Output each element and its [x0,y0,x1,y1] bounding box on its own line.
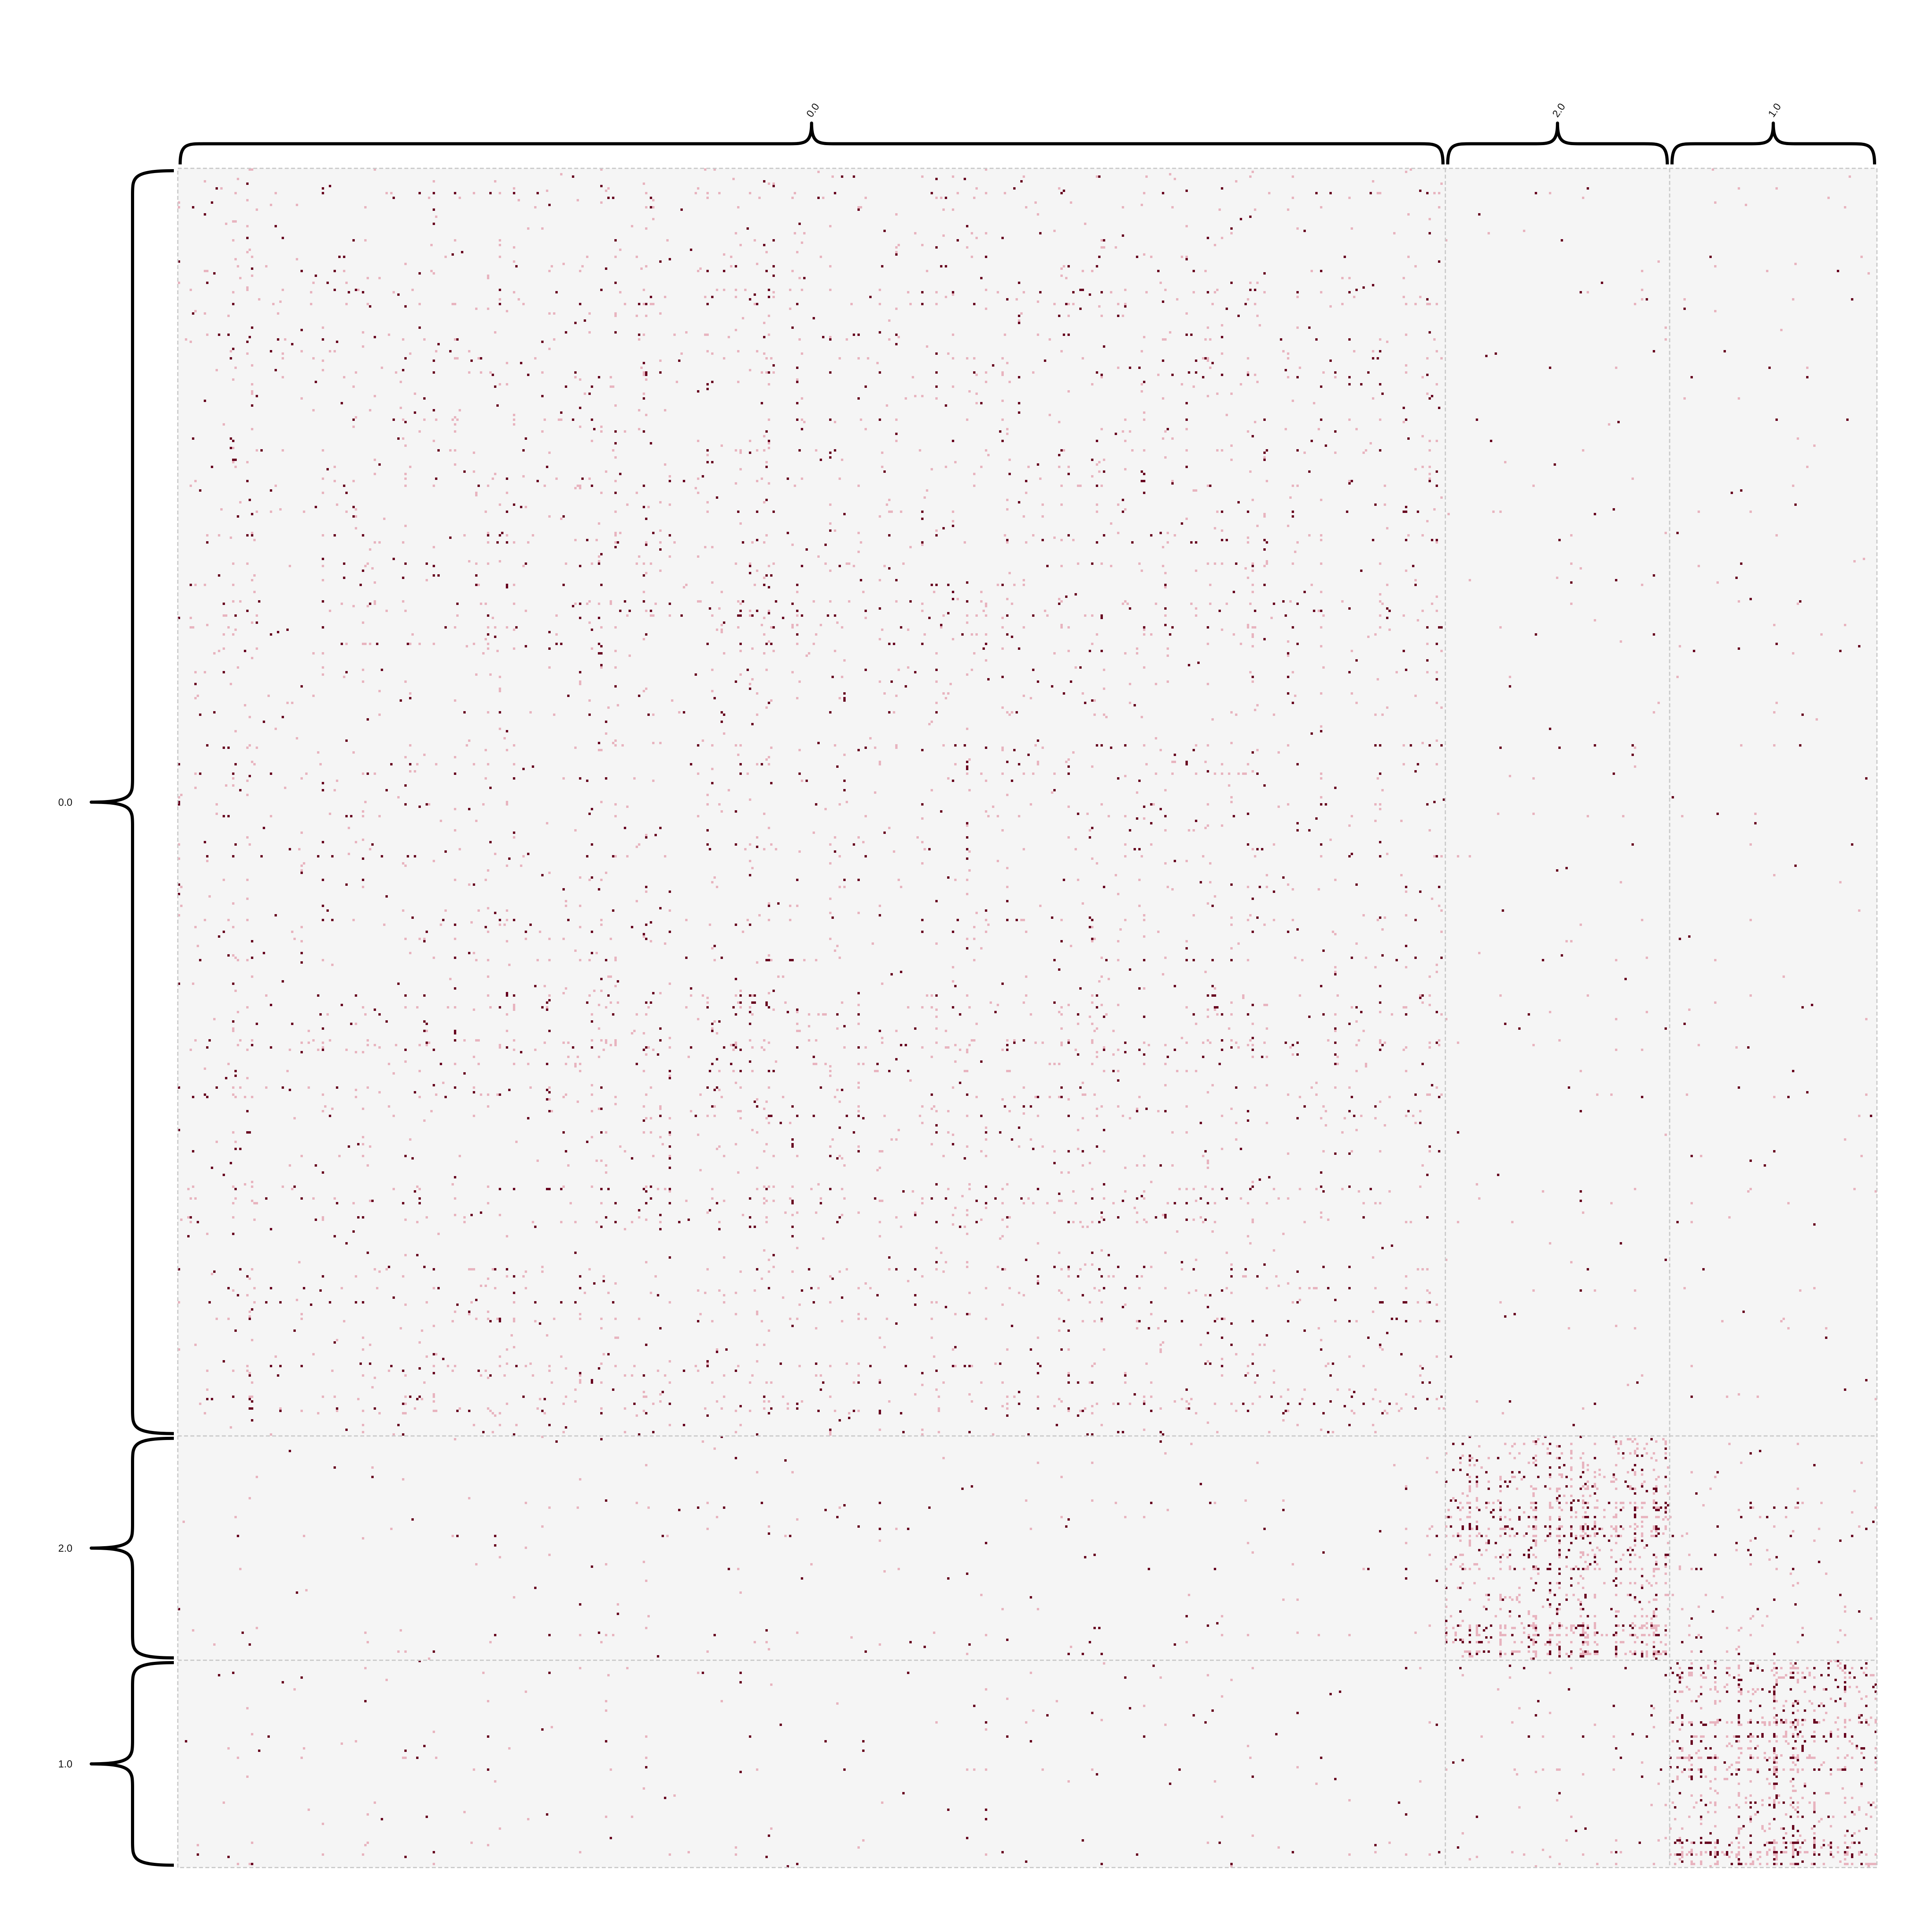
row-group-label: 0.0 [58,796,72,808]
matrix-background [178,168,1877,1868]
matrix-area [178,168,1877,1868]
row-group-label: 2.0 [58,1542,72,1554]
column-brace [1446,122,1669,165]
column-group-label: 2.0 [1550,101,1567,120]
block-dividers [177,168,1878,1868]
row-brace [90,1661,174,1867]
row-brace [90,1436,174,1659]
column-group-braces [179,122,1876,165]
column-group-label: 1.0 [1766,101,1783,120]
heatmap-cells-high [178,175,1877,1868]
matrix-border [177,168,1878,1868]
row-group-label: 1.0 [58,1758,72,1770]
matrix-cells [178,168,1877,1868]
column-brace [1670,122,1876,165]
row-group-braces [90,169,174,1867]
column-brace [179,122,1445,165]
row-brace [90,169,174,1435]
column-group-label: 0.0 [804,101,822,120]
